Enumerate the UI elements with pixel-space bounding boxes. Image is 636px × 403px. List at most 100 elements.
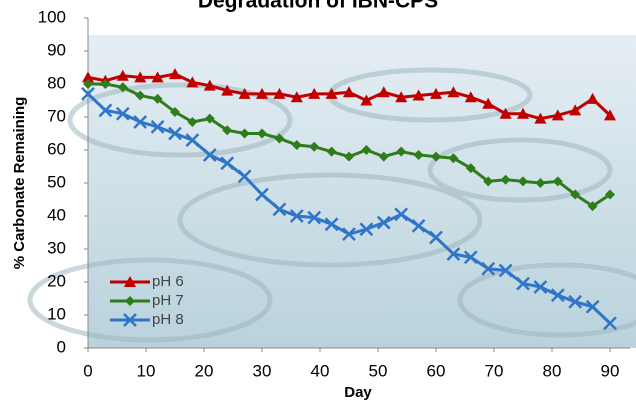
point (307, 210, 322, 225)
point (257, 128, 267, 139)
y-tick-label: 30 (47, 238, 66, 257)
point (518, 176, 528, 187)
point (569, 104, 582, 116)
point (133, 115, 148, 129)
point (481, 261, 496, 276)
point (376, 215, 391, 230)
legend-marker (124, 276, 136, 287)
x-tick-label: 10 (137, 361, 156, 380)
point (516, 276, 530, 291)
point (115, 106, 130, 121)
point (413, 149, 424, 160)
point (568, 294, 583, 309)
point (534, 112, 547, 124)
point (465, 163, 476, 174)
point (326, 146, 337, 157)
point (221, 84, 234, 96)
x-tick-label: 80 (543, 361, 562, 380)
point (98, 103, 113, 118)
y-tick-label: 90 (47, 40, 66, 59)
point (255, 187, 269, 202)
y-tick-label: 0 (57, 337, 66, 356)
y-tick-label: 50 (47, 172, 66, 191)
point (117, 82, 128, 93)
point (343, 86, 355, 98)
point (605, 189, 615, 200)
point (377, 86, 390, 98)
point (411, 219, 426, 233)
point (220, 156, 235, 171)
point (324, 217, 339, 232)
x-tick-label: 40 (311, 361, 330, 380)
point (498, 263, 513, 278)
x-tick-label: 60 (427, 361, 446, 380)
point (290, 91, 303, 103)
point (552, 176, 563, 187)
y-axis-label: % Carbonate Remaining (11, 97, 28, 270)
point (464, 91, 477, 103)
point (448, 153, 459, 164)
point (135, 90, 146, 101)
x-tick-label: 20 (195, 361, 214, 380)
x-tick-label: 90 (601, 361, 620, 380)
point (447, 86, 460, 98)
point (431, 151, 441, 162)
y-tick-label: 100 (38, 7, 66, 26)
point (535, 178, 546, 188)
point (344, 151, 354, 162)
point (81, 87, 95, 101)
point (342, 227, 356, 242)
point (483, 176, 494, 187)
point (185, 133, 200, 147)
point (429, 230, 443, 245)
point (274, 133, 285, 144)
point (204, 113, 215, 124)
point (237, 169, 252, 184)
legend-label: pH 6 (152, 273, 184, 290)
point (550, 288, 565, 303)
point (378, 151, 389, 162)
y-tick-label: 20 (47, 271, 66, 290)
point (202, 148, 217, 162)
point (186, 76, 199, 88)
x-axis-label: Day (344, 384, 372, 401)
point (533, 280, 548, 294)
point (151, 71, 164, 83)
point (116, 69, 129, 81)
point (463, 250, 478, 265)
point (82, 71, 94, 83)
point (273, 87, 286, 99)
point (395, 91, 408, 103)
x-tick-label: 70 (485, 361, 504, 380)
y-tick-label: 80 (47, 73, 66, 92)
y-tick-label: 70 (47, 106, 66, 125)
point (203, 79, 216, 91)
point (360, 94, 373, 106)
point (309, 141, 320, 152)
point (150, 120, 165, 134)
point (187, 116, 198, 127)
point (412, 89, 425, 101)
point (499, 107, 512, 119)
point (100, 79, 111, 89)
point (308, 87, 321, 99)
point (394, 207, 409, 222)
x-tick-label: 50 (369, 361, 388, 380)
point (289, 209, 304, 223)
point (446, 247, 461, 261)
point (256, 87, 268, 99)
point (551, 109, 564, 121)
point (222, 125, 233, 136)
point (396, 146, 407, 157)
point (168, 126, 182, 141)
point (169, 68, 181, 80)
x-tick-label: 30 (253, 361, 272, 380)
point (361, 145, 372, 155)
y-tick-label: 60 (47, 139, 66, 158)
point (238, 87, 251, 99)
point (291, 140, 302, 151)
point (603, 316, 617, 331)
y-tick-label: 40 (47, 205, 66, 224)
